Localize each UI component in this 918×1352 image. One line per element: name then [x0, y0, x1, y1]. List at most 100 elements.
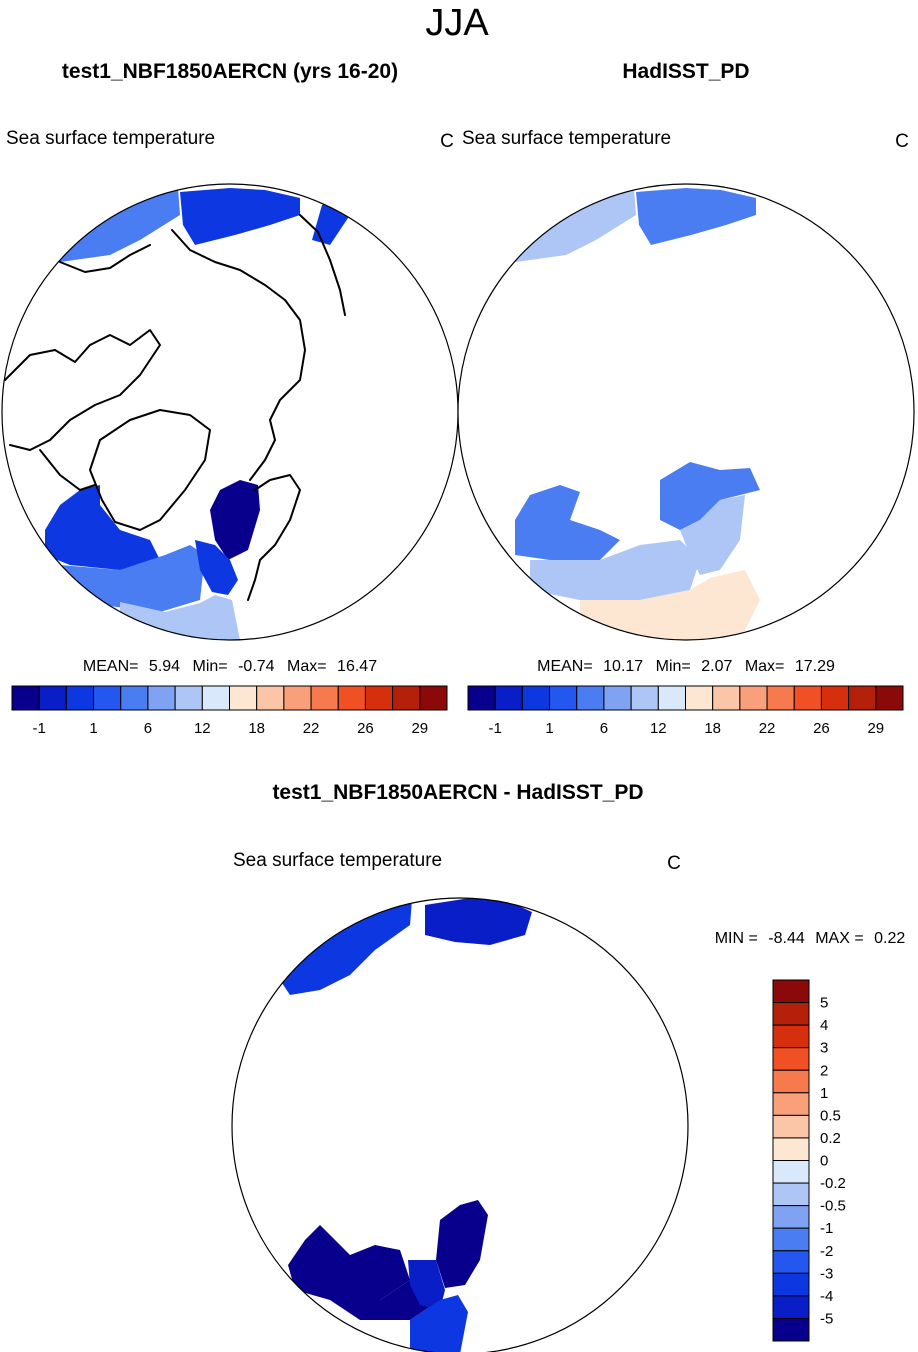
panel2-variable: Sea surface temperature — [462, 128, 671, 149]
colorbar-swatch — [174, 685, 203, 711]
panel3-region-labrador — [288, 1225, 410, 1300]
colorbar-swatch — [147, 685, 176, 711]
panel2-units: C — [895, 131, 909, 152]
panel2-map — [457, 183, 915, 641]
panel3-units: C — [667, 853, 681, 874]
colorbar-swatch — [772, 1002, 810, 1026]
colorbar-swatch — [772, 1137, 810, 1161]
panel1-map — [1, 183, 459, 641]
panel2-region-labrador — [515, 485, 620, 560]
colorbar-tick-label: 6 — [600, 720, 608, 737]
colorbar-tick-label: 4 — [820, 1017, 828, 1034]
panel1-variable: Sea surface temperature — [6, 128, 215, 149]
colorbar-tick-label: 18 — [704, 720, 721, 737]
panel1-region-norwegian — [195, 540, 238, 595]
colorbar-swatch — [11, 685, 40, 711]
panel1-region-natlantic — [60, 545, 205, 612]
colorbar-tick-label: 0.5 — [820, 1107, 841, 1124]
colorbar-swatch — [337, 685, 366, 711]
colorbar-swatch — [772, 1205, 810, 1229]
panel1-coastlines — [4, 214, 346, 601]
panel1-stats: MEAN= 5.94 Min= -0.74 Max= 16.47 — [83, 658, 377, 675]
colorbar-swatch — [772, 1250, 810, 1274]
panel2-region-british — [580, 570, 760, 640]
colorbar-tick-label: -4 — [820, 1288, 833, 1305]
colorbar-swatch — [772, 1317, 810, 1342]
colorbar-tick-label: 12 — [650, 720, 667, 737]
colorbar-tick-label: -0.5 — [820, 1198, 846, 1215]
colorbar-swatch — [494, 685, 523, 711]
colorbar-swatch — [772, 1160, 810, 1184]
colorbar-swatch — [848, 685, 877, 711]
colorbar-tick-label: -1 — [489, 720, 502, 737]
panel3-region-okhotsk — [425, 898, 532, 945]
colorbar-swatch — [772, 1272, 810, 1297]
colorbar-tick-label: 1 — [545, 720, 553, 737]
panel3-map — [231, 897, 689, 1352]
panel2-region-norwegian — [680, 495, 745, 575]
colorbar-tick-label: -0.2 — [820, 1175, 846, 1192]
panel1-colorbar: -1 1 6 12 18 22 26 29 — [11, 685, 448, 737]
colorbar-swatch — [712, 685, 741, 711]
colorbar-swatch — [793, 685, 822, 711]
panel3-stats: MIN = -8.44 MAX = 0.22 — [715, 930, 906, 947]
panel3-variable: Sea surface temperature — [233, 850, 442, 871]
panel1-region-greenland-sea — [210, 480, 260, 560]
colorbar-tick-label: 3 — [820, 1040, 828, 1057]
colorbar-tick-label: -3 — [820, 1265, 833, 1282]
colorbar-tick-label: 29 — [411, 720, 428, 737]
colorbar-swatch — [38, 685, 67, 711]
colorbar-tick-label: 5 — [820, 995, 828, 1012]
panel3-title: test1_NBF1850AERCN - HadISST_PD — [272, 781, 643, 804]
colorbar-swatch — [65, 685, 95, 711]
colorbar-swatch — [576, 685, 605, 711]
colorbar-swatch — [685, 685, 714, 711]
colorbar-tick-label: 2 — [820, 1062, 828, 1079]
colorbar-swatch — [772, 1024, 810, 1049]
panel2-colorbar: -1 1 6 12 18 22 26 29 — [467, 685, 904, 737]
colorbar-tick-label: 26 — [357, 720, 374, 737]
panel1-units: C — [440, 131, 454, 152]
colorbar-tick-label: 22 — [759, 720, 776, 737]
colorbar-tick-label: 26 — [813, 720, 830, 737]
panel1-region-labrador — [45, 485, 160, 570]
colorbar-swatch — [256, 685, 285, 711]
colorbar-swatch — [772, 1047, 810, 1071]
colorbar-swatch — [364, 685, 394, 711]
colorbar-swatch — [772, 1227, 810, 1252]
colorbar-swatch — [739, 685, 768, 711]
colorbar-tick-label: 29 — [867, 720, 884, 737]
panel1-region-okhotsk — [180, 188, 300, 245]
panel1-title: test1_NBF1850AERCN (yrs 16-20) — [62, 60, 398, 83]
colorbar-swatch — [467, 685, 496, 711]
colorbar-swatch — [603, 685, 632, 711]
colorbar-swatch — [772, 1182, 810, 1207]
colorbar-tick-label: 1 — [89, 720, 97, 737]
panel2-title: HadISST_PD — [622, 60, 749, 83]
colorbar-swatch — [229, 685, 258, 711]
colorbar-swatch — [772, 1092, 810, 1116]
colorbar-swatch — [419, 685, 448, 711]
colorbar-swatch — [521, 685, 551, 711]
colorbar-swatch — [772, 979, 810, 1004]
colorbar-tick-label: 0.2 — [820, 1130, 841, 1147]
colorbar-tick-label: 6 — [144, 720, 152, 737]
colorbar-swatch — [875, 685, 904, 711]
colorbar-swatch — [549, 685, 578, 711]
colorbar-swatch — [201, 685, 230, 711]
colorbar-swatch — [772, 1069, 810, 1094]
panel2-region-natlantic — [530, 540, 700, 600]
colorbar-tick-label: 12 — [194, 720, 211, 737]
colorbar-swatch — [120, 685, 149, 711]
figure-title: JJA — [425, 2, 489, 44]
colorbar-swatch — [657, 685, 686, 711]
colorbar-tick-label: 0 — [820, 1153, 828, 1170]
panel3-region-british — [410, 1295, 468, 1352]
panel3-colorbar: 5 4 3 2 1 0.5 0.2 0 -0.2 -0.5 -1 -2 -3 -4 -5 — [772, 979, 846, 1342]
colorbar-tick-label: -5 — [820, 1310, 833, 1327]
colorbar-swatch — [766, 685, 795, 711]
panel3-region-norwegian — [408, 1260, 445, 1310]
colorbar-tick-label: 1 — [820, 1085, 828, 1102]
colorbar-swatch — [392, 685, 421, 711]
